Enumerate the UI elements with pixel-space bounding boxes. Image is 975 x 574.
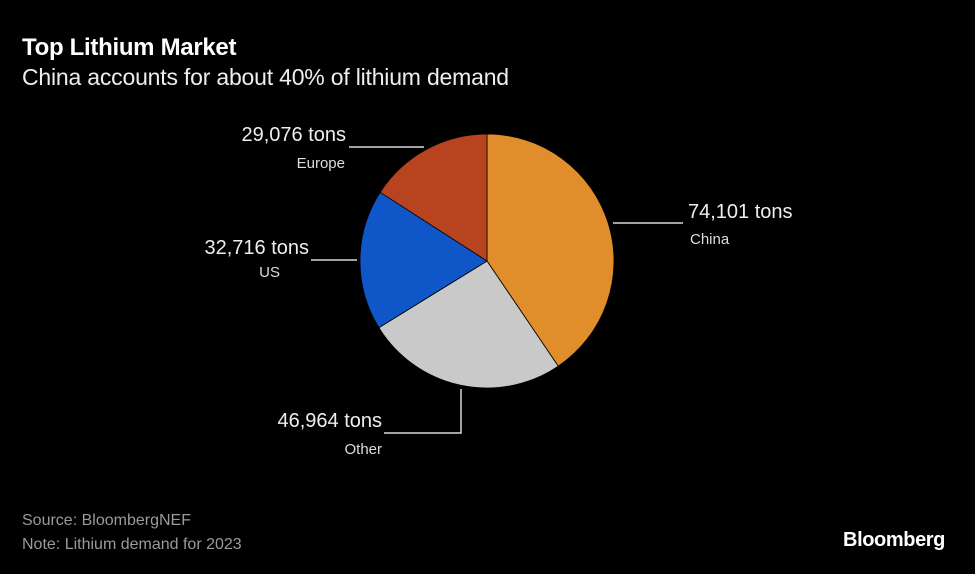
europe-value-label: 29,076 tons	[241, 124, 346, 146]
pie-slice-other	[378, 260, 559, 389]
china-value-label: 74,101 tons	[688, 201, 793, 223]
footnote: Note: Lithium demand for 2023	[22, 536, 242, 553]
leader-line-other	[384, 389, 462, 434]
us-value-label: 32,716 tons	[204, 237, 309, 259]
other-value-label: 46,964 tons	[277, 410, 382, 432]
pie-slice-china	[486, 133, 615, 367]
bloomberg-logo: Bloomberg	[843, 529, 945, 551]
source-note: Source: BloombergNEF	[22, 512, 191, 529]
china-category-label: China	[690, 231, 730, 248]
chart-subtitle: China accounts for about 40% of lithium …	[22, 64, 509, 90]
us-category-label: US	[259, 264, 280, 281]
pie-slice-europe	[379, 133, 488, 262]
pie-slice-us	[359, 191, 488, 329]
chart-title: Top Lithium Market	[22, 34, 237, 61]
europe-category-label: Europe	[296, 155, 345, 172]
other-category-label: Other	[344, 441, 382, 458]
